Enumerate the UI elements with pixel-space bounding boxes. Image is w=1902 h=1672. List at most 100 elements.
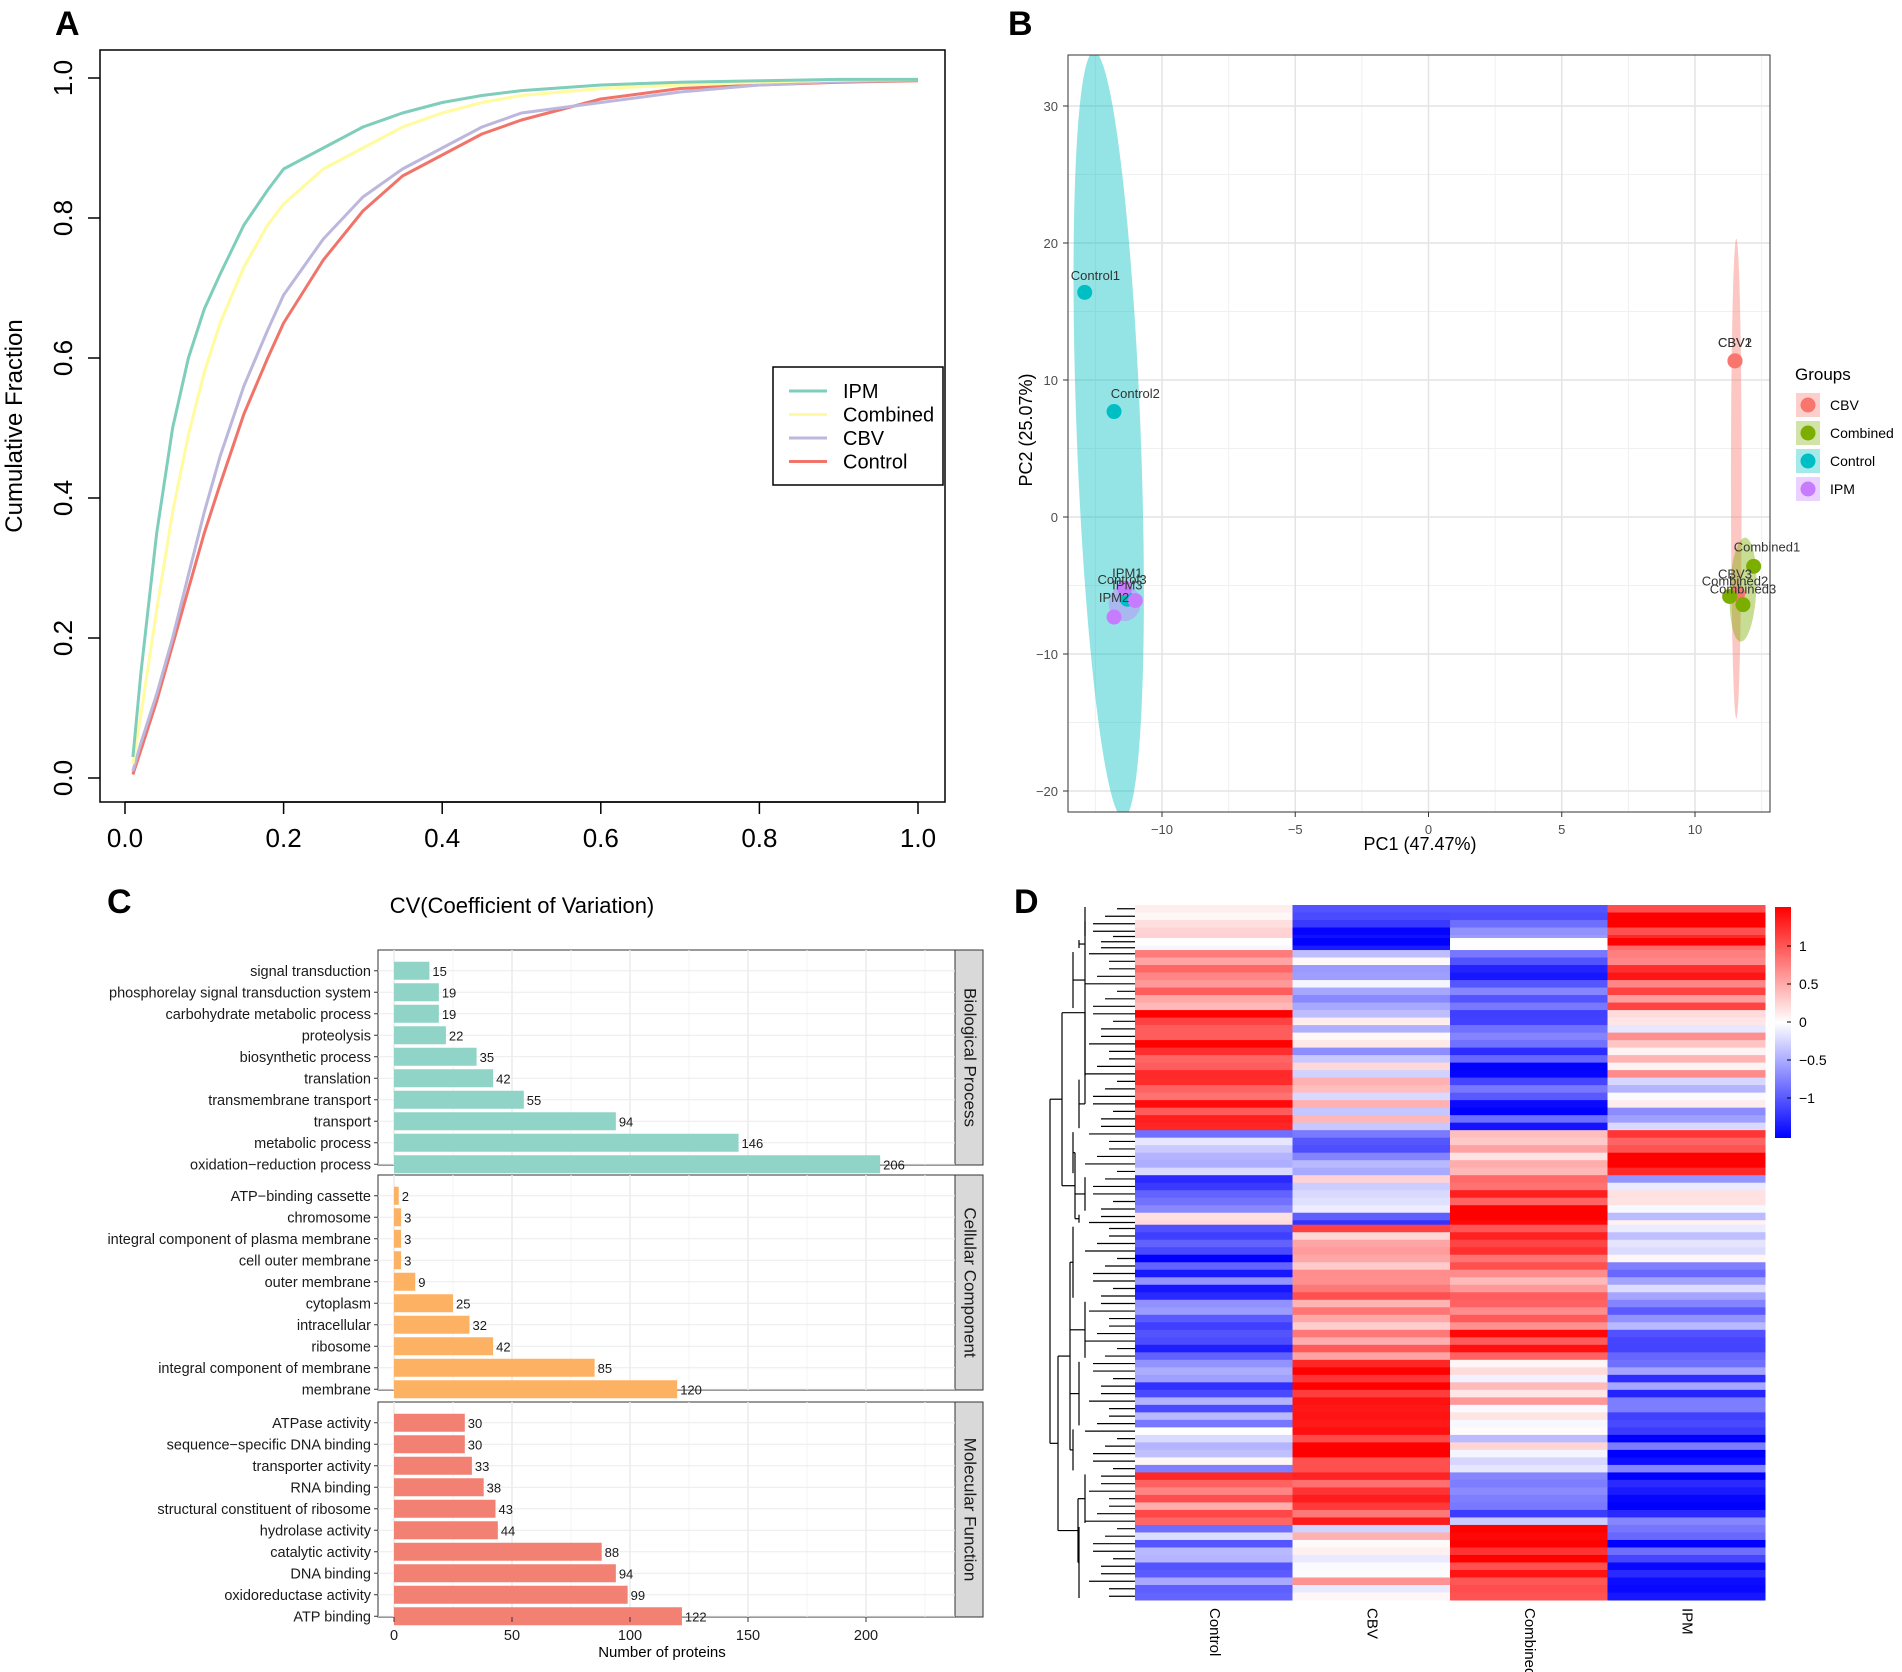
- heatmap-cell: [1607, 1224, 1766, 1233]
- heatmap-cell: [1607, 1502, 1766, 1511]
- heatmap-cell: [1135, 1040, 1293, 1049]
- heatmap-cell: [1607, 1017, 1766, 1026]
- heatmap-cell: [1292, 1562, 1451, 1571]
- heatmap-cell: [1292, 1307, 1451, 1316]
- heatmap-cell: [1292, 1277, 1451, 1286]
- x-tick-label: −10: [1151, 822, 1173, 837]
- facet-strip-label: Biological Process: [961, 988, 980, 1127]
- heatmap-cell: [1292, 1145, 1451, 1154]
- heatmap-cell: [1607, 1344, 1766, 1353]
- category-label: ATP−binding cassette: [231, 1189, 371, 1205]
- heatmap-cell: [1450, 1307, 1608, 1316]
- heatmap-cell: [1450, 1277, 1608, 1286]
- bar-value-label: 3: [404, 1253, 411, 1268]
- heatmap-cell: [1450, 1239, 1608, 1248]
- heatmap-cell: [1292, 935, 1451, 939]
- y-tick-label: 10: [1044, 373, 1058, 388]
- bar: [394, 1585, 628, 1604]
- heatmap-cell: [1292, 1160, 1451, 1169]
- heatmap-cell: [1292, 1524, 1451, 1533]
- heatmap-cell: [1292, 1322, 1451, 1331]
- heatmap-cell: [1292, 1592, 1451, 1601]
- heatmap-cell: [1607, 1160, 1766, 1169]
- heatmap-cell: [1450, 1232, 1608, 1241]
- series-line-control: [131, 79, 919, 775]
- heatmap-cell: [1292, 987, 1451, 996]
- heatmap-cell: [1607, 1419, 1766, 1428]
- panel-a-cumulative-chart: 0.0 0.2 0.4 0.6 0.8 1.0 0.0 0.2 0.4 0.6 0.8 1.0 Cumu…: [1, 49, 946, 853]
- heatmap-cell: [1292, 1404, 1451, 1413]
- legend-dot-control: [1800, 453, 1816, 469]
- facet-strip: [954, 1174, 984, 1391]
- heatmap-cell: [1135, 1047, 1293, 1056]
- heatmap-cell: [1135, 1532, 1293, 1541]
- bar: [394, 1069, 494, 1088]
- series-line-ipm: [131, 77, 918, 758]
- heatmap-cell: [1607, 1032, 1766, 1041]
- heatmap-cell: [1607, 920, 1766, 929]
- heatmap-cell: [1450, 1167, 1608, 1176]
- plot-frame: [1067, 54, 1771, 813]
- point-ipm2: [1106, 609, 1122, 625]
- heatmap-cell: [1607, 1307, 1766, 1316]
- bar-value-label: 94: [619, 1114, 633, 1129]
- heatmap-cell: [1292, 1224, 1451, 1233]
- bar: [394, 1337, 494, 1356]
- bar-value-label: 15: [432, 964, 446, 979]
- panel-c-go-bar-chart: CV(Coefficient of Variation) Biological P…: [107, 893, 984, 1661]
- point-combined3: [1735, 597, 1751, 613]
- x-tick-label: 0.6: [583, 823, 619, 853]
- bar: [394, 1413, 465, 1432]
- heatmap-cell: [1607, 1047, 1766, 1056]
- panel-label-a: A: [55, 5, 80, 43]
- heatmap-cell: [1607, 1562, 1766, 1571]
- heatmap-cell: [1450, 1577, 1608, 1586]
- heatmap-cell: [1607, 1434, 1766, 1443]
- heatmap-cell: [1135, 987, 1293, 996]
- legend-label-cbv: CBV: [1830, 397, 1859, 413]
- heatmap-cell: [1450, 1130, 1608, 1139]
- y-tick-label: 0.8: [48, 200, 78, 236]
- heatmap-cell: [1607, 1002, 1766, 1011]
- heatmap-cell: [1607, 1115, 1766, 1124]
- heatmap-cell: [1607, 1389, 1766, 1398]
- bar: [394, 1047, 477, 1066]
- heatmap-cell: [1135, 1554, 1293, 1563]
- heatmap-cell: [1292, 1137, 1451, 1146]
- point-ipm3: [1127, 593, 1143, 609]
- y-tick-label: 0.6: [48, 340, 78, 376]
- heatmap-cell: [1607, 987, 1766, 996]
- heatmap-cell: [1450, 1092, 1608, 1101]
- heatmap-cell: [1135, 1547, 1293, 1556]
- bar-value-label: 44: [501, 1523, 515, 1538]
- heatmap-cell: [1292, 1442, 1451, 1451]
- heatmap-cell: [1607, 1592, 1766, 1601]
- heatmap-cell: [1450, 905, 1608, 914]
- heatmap-cell: [1450, 1434, 1608, 1443]
- heatmap-cell: [1450, 1464, 1608, 1473]
- facet-strip-label: Cellular Component: [961, 1207, 980, 1358]
- heatmap-cell: [1292, 1464, 1451, 1473]
- heatmap-cell: [1607, 1427, 1766, 1436]
- heatmap-cell: [1135, 1062, 1293, 1071]
- heatmap-cell: [1607, 1464, 1766, 1473]
- heatmap-cell: [1607, 1524, 1766, 1533]
- category-label: carbohydrate metabolic process: [165, 1007, 371, 1023]
- heatmap-cell: [1450, 1145, 1608, 1154]
- heatmap-cell: [1292, 1434, 1451, 1443]
- heatmap-cell: [1450, 1442, 1608, 1451]
- heatmap-cell: [1450, 1160, 1608, 1169]
- heatmap-cell: [1135, 1220, 1293, 1226]
- heatmap-cell: [1135, 972, 1293, 981]
- heatmap-cell: [1135, 1299, 1293, 1308]
- heatmap-cell: [1450, 1247, 1608, 1256]
- heatmap-cell: [1135, 1539, 1293, 1548]
- bar: [394, 961, 430, 980]
- series-line-cbv: [131, 78, 919, 772]
- y-tick-label: 1.0: [48, 60, 78, 96]
- heatmap-cell: [1607, 1145, 1766, 1154]
- heatmap-cell: [1450, 1584, 1608, 1593]
- heatmap-cell: [1135, 1434, 1293, 1443]
- bar: [394, 983, 439, 1002]
- heatmap-cell: [1450, 1547, 1608, 1556]
